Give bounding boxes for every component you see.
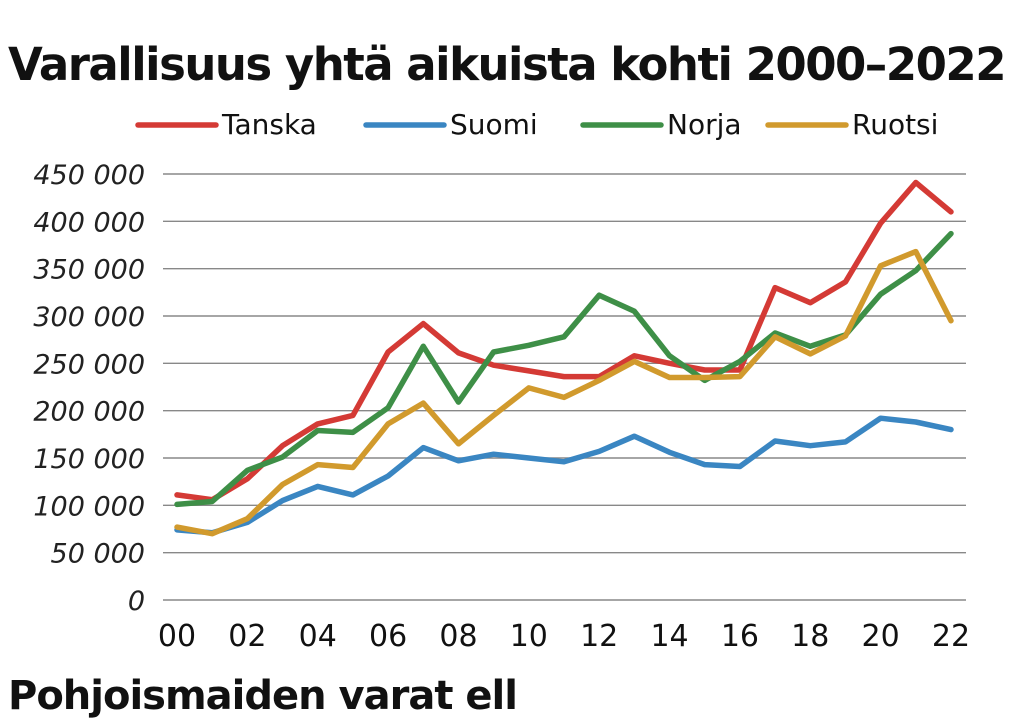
x-tick-label: 02 <box>228 619 266 654</box>
series-line-tanska <box>174 179 954 503</box>
x-tick-label: 18 <box>791 619 829 654</box>
x-tick-label: 16 <box>721 619 759 654</box>
y-tick-label: 250 000 <box>33 349 145 380</box>
next-section-heading: Pohjoismaiden varat ell <box>8 673 518 719</box>
series-line-ruotsi <box>174 248 954 537</box>
y-tick-label: 350 000 <box>33 255 145 286</box>
y-tick-label: 200 000 <box>33 397 145 428</box>
y-tick-label: 450 000 <box>33 160 145 191</box>
x-tick-label: 08 <box>439 619 477 654</box>
x-tick-label: 22 <box>932 619 970 654</box>
series-line-norja <box>174 230 954 508</box>
legend-label-norja: Norja <box>667 108 742 141</box>
chart-title: Varallisuus yhtä aikuista kohti 2000–202… <box>8 38 1007 91</box>
grid-lines <box>163 173 966 601</box>
legend: Tanska Suomi Norja Ruotsi <box>135 108 938 141</box>
legend-label-suomi: Suomi <box>450 108 538 141</box>
legend-label-ruotsi: Ruotsi <box>852 108 938 141</box>
y-tick-label: 150 000 <box>33 444 145 475</box>
line-chart: 0 50 000 100 000 150 000 200 000 250 000 300 0… <box>33 108 970 654</box>
x-tick-label: 14 <box>650 619 688 654</box>
y-tick-label: 400 000 <box>33 207 145 238</box>
legend-label-tanska: Tanska <box>221 108 317 141</box>
y-tick-label: 50 000 <box>51 539 145 570</box>
y-tick-label: 300 000 <box>33 302 145 333</box>
x-tick-label: 20 <box>862 619 900 654</box>
x-tick-label: 12 <box>580 619 618 654</box>
y-axis-tick-labels: 0 50 000 100 000 150 000 200 000 250 000 300 0… <box>33 160 145 617</box>
x-tick-label: 10 <box>510 619 548 654</box>
x-tick-label: 04 <box>299 619 337 654</box>
x-tick-label: 06 <box>369 619 407 654</box>
y-tick-label: 0 <box>128 586 145 617</box>
series-lines <box>174 179 954 537</box>
x-axis-tick-labels: 00 02 04 06 08 10 12 14 16 18 20 22 <box>158 619 970 654</box>
series-line-suomi <box>174 415 954 536</box>
y-tick-label: 100 000 <box>33 491 145 522</box>
x-tick-label: 00 <box>158 619 196 654</box>
